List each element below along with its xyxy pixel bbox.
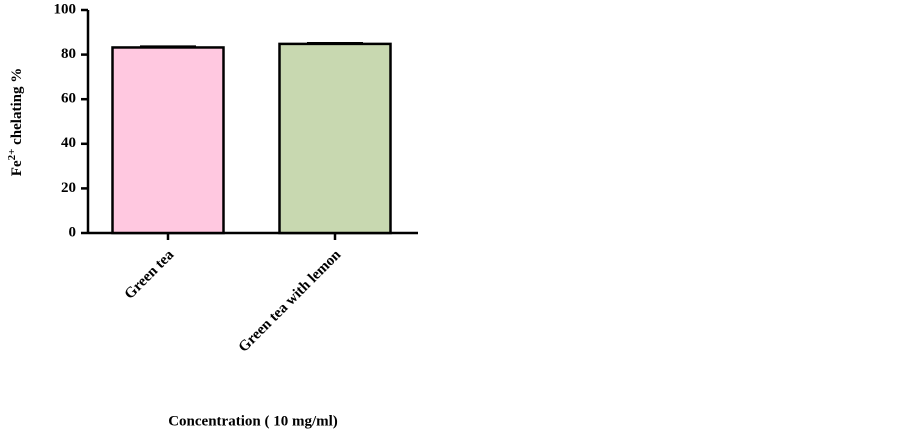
y-tick-label: 100: [54, 1, 77, 17]
x-axis-label: Concentration ( 10 mg/ml): [168, 413, 338, 429]
x-tick-label: Green tea with lemon: [236, 246, 345, 355]
bar: [278, 42, 392, 235]
bar: [111, 46, 225, 235]
y-tick-label: 40: [61, 135, 76, 151]
y-tick-label: 0: [69, 224, 77, 240]
y-label-part: chelating %: [9, 68, 25, 149]
y-axis-label: Fe2+ chelating %: [6, 68, 26, 176]
y-tick-label: 20: [61, 180, 76, 196]
y-tick-label: 60: [61, 91, 76, 107]
y-label-sup: 2+: [6, 149, 18, 161]
y-label-part: Fe: [9, 160, 25, 176]
y-tick-label: 80: [61, 46, 76, 62]
x-tick-label: Green tea: [122, 247, 178, 303]
